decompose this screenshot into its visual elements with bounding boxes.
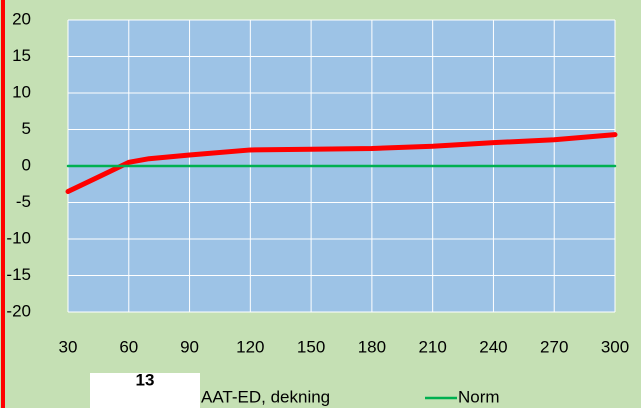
y-tick-label: -10 bbox=[6, 228, 31, 247]
y-tick-label: 10 bbox=[12, 82, 31, 101]
x-tick-label: 150 bbox=[297, 337, 325, 356]
y-tick-label: -15 bbox=[6, 265, 31, 284]
badge-box bbox=[90, 373, 200, 408]
x-tick-label: 210 bbox=[418, 337, 446, 356]
y-tick-label: 5 bbox=[22, 119, 31, 138]
badge: 13 bbox=[136, 370, 155, 389]
x-tick-label: 120 bbox=[236, 337, 264, 356]
y-tick-label: -20 bbox=[6, 301, 31, 320]
y-tick-label: -5 bbox=[16, 192, 31, 211]
x-tick-label: 240 bbox=[479, 337, 507, 356]
left-border bbox=[1, 0, 5, 408]
legend-label: Norm bbox=[458, 387, 500, 406]
x-tick-label: 90 bbox=[180, 337, 199, 356]
legend-label: AAT-ED, dekning bbox=[201, 387, 330, 406]
x-tick-label: 30 bbox=[59, 337, 78, 356]
y-tick-label: 20 bbox=[12, 9, 31, 28]
x-tick-label: 270 bbox=[540, 337, 568, 356]
plot: -20 -15 -10 -5 0 5 10 15 20 30 60 90 120 150 180 210 240… bbox=[6, 9, 629, 356]
x-tick-label: 300 bbox=[601, 337, 629, 356]
x-tick-label: 60 bbox=[119, 337, 138, 356]
y-tick-label: 0 bbox=[22, 155, 31, 174]
x-tick-label: 180 bbox=[358, 337, 386, 356]
y-tick-label: 15 bbox=[12, 46, 31, 65]
